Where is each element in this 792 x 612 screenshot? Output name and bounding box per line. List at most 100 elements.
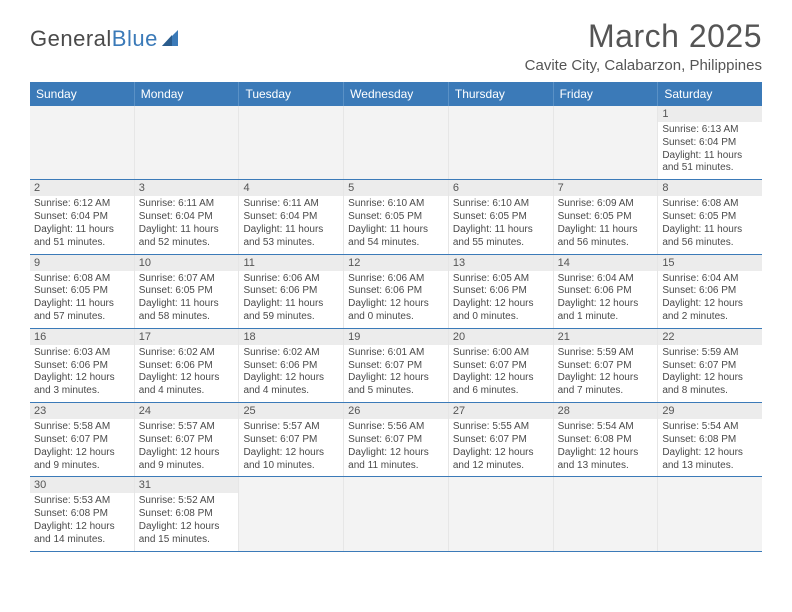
- day-cell: 30Sunrise: 5:53 AMSunset: 6:08 PMDayligh…: [30, 477, 135, 550]
- sunset-text: Sunset: 6:07 PM: [348, 434, 444, 447]
- sunset-text: Sunset: 6:04 PM: [139, 211, 235, 224]
- sunrise-text: Sunrise: 6:13 AM: [662, 124, 758, 137]
- day-number: 20: [449, 329, 553, 345]
- sunrise-text: Sunrise: 6:06 AM: [243, 273, 339, 286]
- daylight-text: Daylight: 12 hours and 14 minutes.: [34, 521, 130, 547]
- day-cell: 4Sunrise: 6:11 AMSunset: 6:04 PMDaylight…: [239, 180, 344, 253]
- daylight-text: Daylight: 11 hours and 55 minutes.: [453, 224, 549, 250]
- sunrise-text: Sunrise: 6:11 AM: [139, 198, 235, 211]
- sunset-text: Sunset: 6:08 PM: [139, 508, 235, 521]
- empty-cell: [449, 477, 554, 550]
- sunrise-text: Sunrise: 6:01 AM: [348, 347, 444, 360]
- empty-cell: [30, 106, 135, 179]
- daylight-text: Daylight: 12 hours and 15 minutes.: [139, 521, 235, 547]
- day-number: 31: [135, 477, 239, 493]
- sunrise-text: Sunrise: 6:12 AM: [34, 198, 130, 211]
- day-cell: 13Sunrise: 6:05 AMSunset: 6:06 PMDayligh…: [449, 255, 554, 328]
- sunrise-text: Sunrise: 6:07 AM: [139, 273, 235, 286]
- daylight-text: Daylight: 11 hours and 56 minutes.: [558, 224, 654, 250]
- sunrise-text: Sunrise: 5:52 AM: [139, 495, 235, 508]
- dayhead-sat: Saturday: [658, 82, 762, 106]
- daylight-text: Daylight: 12 hours and 7 minutes.: [558, 372, 654, 398]
- day-number: 7: [554, 180, 658, 196]
- day-cell: 11Sunrise: 6:06 AMSunset: 6:06 PMDayligh…: [239, 255, 344, 328]
- daylight-text: Daylight: 12 hours and 4 minutes.: [243, 372, 339, 398]
- sunset-text: Sunset: 6:05 PM: [139, 285, 235, 298]
- empty-cell: [344, 106, 449, 179]
- day-cell: 1Sunrise: 6:13 AMSunset: 6:04 PMDaylight…: [658, 106, 762, 179]
- day-cell: 8Sunrise: 6:08 AMSunset: 6:05 PMDaylight…: [658, 180, 762, 253]
- day-cell: 24Sunrise: 5:57 AMSunset: 6:07 PMDayligh…: [135, 403, 240, 476]
- day-number: 26: [344, 403, 448, 419]
- dayhead-thu: Thursday: [449, 82, 554, 106]
- daylight-text: Daylight: 12 hours and 10 minutes.: [243, 447, 339, 473]
- sunrise-text: Sunrise: 6:03 AM: [34, 347, 130, 360]
- sunset-text: Sunset: 6:06 PM: [453, 285, 549, 298]
- day-number: 15: [658, 255, 762, 271]
- weeks-container: 1Sunrise: 6:13 AMSunset: 6:04 PMDaylight…: [30, 106, 762, 552]
- sunset-text: Sunset: 6:06 PM: [348, 285, 444, 298]
- dayhead-tue: Tuesday: [239, 82, 344, 106]
- empty-cell: [239, 477, 344, 550]
- sunset-text: Sunset: 6:07 PM: [453, 360, 549, 373]
- day-number: 11: [239, 255, 343, 271]
- title-block: March 2025 Cavite City, Calabarzon, Phil…: [525, 18, 762, 74]
- sunrise-text: Sunrise: 5:57 AM: [139, 421, 235, 434]
- sunset-text: Sunset: 6:05 PM: [348, 211, 444, 224]
- day-cell: 10Sunrise: 6:07 AMSunset: 6:05 PMDayligh…: [135, 255, 240, 328]
- day-cell: 12Sunrise: 6:06 AMSunset: 6:06 PMDayligh…: [344, 255, 449, 328]
- day-cell: 29 Sunrise: 5:54 AMSunset: 6:08 PMDayligh…: [658, 403, 762, 476]
- daylight-text: Daylight: 11 hours and 51 minutes.: [662, 150, 758, 176]
- day-cell: 14Sunrise: 6:04 AMSunset: 6:06 PMDayligh…: [554, 255, 659, 328]
- sunset-text: Sunset: 6:04 PM: [243, 211, 339, 224]
- daylight-text: Daylight: 11 hours and 53 minutes.: [243, 224, 339, 250]
- day-number: 14: [554, 255, 658, 271]
- sunrise-text: Sunrise: 5:58 AM: [34, 421, 130, 434]
- sunset-text: Sunset: 6:07 PM: [34, 434, 130, 447]
- sunrise-text: Sunrise: 5:54 AM: [662, 421, 758, 434]
- sunrise-text: Sunrise: 6:04 AM: [558, 273, 654, 286]
- sunset-text: Sunset: 6:07 PM: [662, 360, 758, 373]
- day-cell: 31 Sunrise: 5:52 AMSunset: 6:08 PMDayligh…: [135, 477, 240, 550]
- day-number: 13: [449, 255, 553, 271]
- sunset-text: Sunset: 6:06 PM: [34, 360, 130, 373]
- day-cell: 2Sunrise: 6:12 AMSunset: 6:04 PMDaylight…: [30, 180, 135, 253]
- day-number: 12: [344, 255, 448, 271]
- week-row: 23Sunrise: 5:58 AMSunset: 6:07 PMDayligh…: [30, 403, 762, 477]
- day-cell: 27Sunrise: 5:55 AMSunset: 6:07 PMDayligh…: [449, 403, 554, 476]
- sunset-text: Sunset: 6:06 PM: [662, 285, 758, 298]
- day-number: 4: [239, 180, 343, 196]
- daylight-text: Daylight: 11 hours and 56 minutes.: [662, 224, 758, 250]
- sunset-text: Sunset: 6:06 PM: [558, 285, 654, 298]
- sunset-text: Sunset: 6:07 PM: [139, 434, 235, 447]
- day-cell: 28Sunrise: 5:54 AMSunset: 6:08 PMDayligh…: [554, 403, 659, 476]
- empty-cell: [554, 106, 659, 179]
- day-number: 2: [30, 180, 134, 196]
- sunrise-text: Sunrise: 5:55 AM: [453, 421, 549, 434]
- daylight-text: Daylight: 12 hours and 9 minutes.: [34, 447, 130, 473]
- sunrise-text: Sunrise: 6:10 AM: [348, 198, 444, 211]
- sunset-text: Sunset: 6:05 PM: [662, 211, 758, 224]
- day-number: 25: [239, 403, 343, 419]
- daylight-text: Daylight: 12 hours and 6 minutes.: [453, 372, 549, 398]
- sunset-text: Sunset: 6:04 PM: [662, 137, 758, 150]
- day-number: 28: [554, 403, 658, 419]
- day-number: 24: [135, 403, 239, 419]
- sunset-text: Sunset: 6:08 PM: [662, 434, 758, 447]
- sunrise-text: Sunrise: 5:54 AM: [558, 421, 654, 434]
- sunrise-text: Sunrise: 5:59 AM: [662, 347, 758, 360]
- empty-cell: [449, 106, 554, 179]
- daylight-text: Daylight: 12 hours and 13 minutes.: [662, 447, 758, 473]
- sunset-text: Sunset: 6:08 PM: [34, 508, 130, 521]
- empty-cell: [344, 477, 449, 550]
- day-cell: 15Sunrise: 6:04 AMSunset: 6:06 PMDayligh…: [658, 255, 762, 328]
- day-cell: 19Sunrise: 6:01 AMSunset: 6:07 PMDayligh…: [344, 329, 449, 402]
- day-number: 18: [239, 329, 343, 345]
- sunset-text: Sunset: 6:04 PM: [34, 211, 130, 224]
- day-cell: 5Sunrise: 6:10 AMSunset: 6:05 PMDaylight…: [344, 180, 449, 253]
- page-header: GeneralBlue March 2025 Cavite City, Cala…: [30, 18, 762, 74]
- dayhead-sun: Sunday: [30, 82, 135, 106]
- day-cell: 18Sunrise: 6:02 AMSunset: 6:06 PMDayligh…: [239, 329, 344, 402]
- day-number: 29: [658, 403, 762, 419]
- brand-part1: General: [30, 26, 112, 51]
